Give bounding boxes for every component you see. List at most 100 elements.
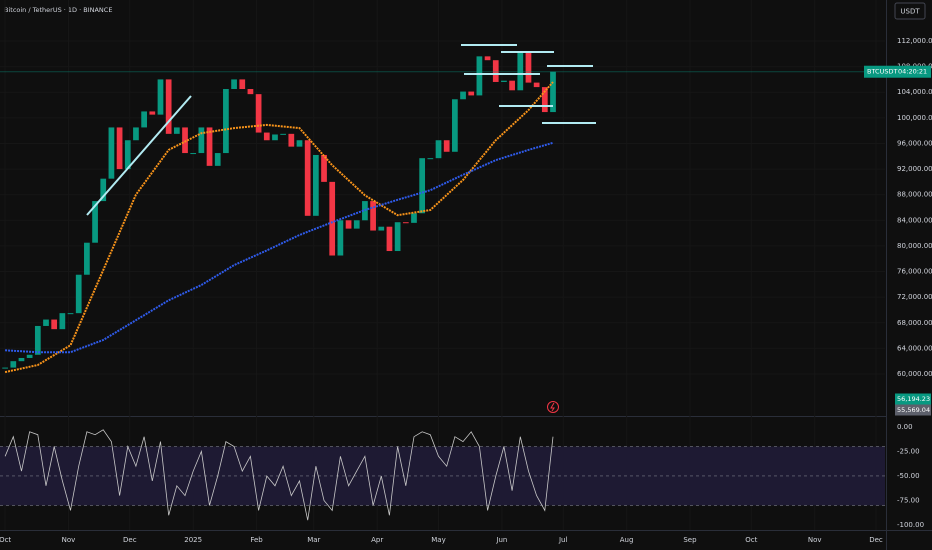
candle xyxy=(182,127,188,154)
candle xyxy=(116,127,123,170)
y-tick-label: 76,000.00 xyxy=(897,268,932,276)
icon-ring[interactable] xyxy=(547,401,559,413)
candle xyxy=(484,56,491,61)
candle xyxy=(370,201,376,231)
x-tick-label: Dec xyxy=(123,536,137,544)
icon-bolt[interactable] xyxy=(550,402,555,412)
x-tick-label: Feb xyxy=(250,536,263,544)
moving-average xyxy=(4,81,554,374)
y-tick-label: 88,000.00 xyxy=(897,191,932,199)
marks xyxy=(0,52,885,521)
y-tick-label: -50.00 xyxy=(897,472,920,480)
candle xyxy=(386,226,393,252)
candle xyxy=(280,133,287,135)
candle xyxy=(173,127,180,134)
candle xyxy=(345,220,352,229)
symbol-tag xyxy=(864,65,931,78)
grid xyxy=(0,446,885,506)
candle xyxy=(206,127,213,166)
x-tick-label: Sep xyxy=(683,536,697,544)
x-tick-label: Oct xyxy=(745,536,757,544)
y-tick-label: 104,000.00 xyxy=(897,88,932,96)
candle xyxy=(460,91,466,100)
candle xyxy=(18,357,25,362)
y-tick-label: 100,000.00 xyxy=(897,114,932,122)
y-tick-label: 112,000.00 xyxy=(897,37,932,45)
candle xyxy=(427,158,434,160)
replay-icon[interactable] xyxy=(547,401,559,413)
y-tick-label: -25.00 xyxy=(897,447,920,455)
candle xyxy=(247,89,254,95)
symbol-tag-label: BTCUSDT xyxy=(867,68,897,76)
currency-button-label[interactable]: USDT xyxy=(900,8,920,16)
candle xyxy=(51,319,58,330)
y-tick-label: 68,000.00 xyxy=(897,319,932,327)
candle xyxy=(223,89,229,154)
y-tick-label: 60,000.00 xyxy=(897,370,932,378)
candle xyxy=(84,242,90,275)
candle xyxy=(501,80,507,82)
price-tag xyxy=(895,404,931,416)
candle xyxy=(133,127,139,141)
x-tick-label: Nov xyxy=(62,536,76,544)
candle xyxy=(141,111,147,128)
candle xyxy=(43,319,49,326)
x-tick-label: Oct xyxy=(0,536,11,544)
candle xyxy=(443,140,450,152)
candle xyxy=(288,133,295,147)
candle xyxy=(419,158,426,214)
candle xyxy=(231,79,237,90)
currency-button[interactable] xyxy=(894,2,926,20)
y-tick-label: -75.00 xyxy=(897,497,920,505)
x-tick-label: May xyxy=(431,536,445,544)
candle xyxy=(468,91,475,96)
candle xyxy=(239,79,246,90)
candle xyxy=(263,132,270,141)
y-tick-label: 84,000.00 xyxy=(897,216,932,224)
x-tick-label: 2025 xyxy=(184,536,202,544)
candle xyxy=(492,60,499,82)
candle xyxy=(550,71,556,113)
candle xyxy=(255,94,262,133)
price-tag xyxy=(895,393,931,405)
candle xyxy=(435,140,442,159)
candle xyxy=(541,87,548,113)
candle xyxy=(452,99,458,152)
countdown-label: 04:20:21 xyxy=(898,68,927,76)
x-tick-label: Apr xyxy=(371,536,383,544)
candle xyxy=(100,178,107,202)
candle xyxy=(272,134,278,141)
candle xyxy=(198,127,205,154)
y-tick-label: -100.00 xyxy=(897,521,924,529)
candle xyxy=(59,313,66,330)
candle xyxy=(509,80,515,91)
candle xyxy=(321,154,327,182)
candle xyxy=(67,313,74,315)
candle xyxy=(190,153,197,155)
x-tick-label: Jun xyxy=(495,536,507,544)
x-tick-label: Mar xyxy=(307,536,320,544)
price-tag-label: 56,194.23 xyxy=(897,395,930,403)
candle xyxy=(517,52,524,91)
y-tick-label: 92,000.00 xyxy=(897,165,932,173)
candle xyxy=(411,213,417,223)
x-tick-label: Dec xyxy=(869,536,883,544)
moving-average xyxy=(5,141,554,354)
candle xyxy=(533,82,540,88)
candle xyxy=(378,226,385,231)
candle xyxy=(92,201,98,243)
trendlines xyxy=(86,44,596,216)
candle xyxy=(337,220,344,256)
candle xyxy=(476,56,483,96)
candle xyxy=(108,127,115,179)
candle xyxy=(525,52,532,83)
oscillator-line xyxy=(4,429,554,521)
y-tick-label: 0.00 xyxy=(897,423,913,431)
candle xyxy=(312,154,319,216)
candle xyxy=(296,140,303,147)
y-tick-label: 64,000.00 xyxy=(897,344,932,352)
candle xyxy=(304,140,311,216)
y-tick-label: 80,000.00 xyxy=(897,242,932,250)
